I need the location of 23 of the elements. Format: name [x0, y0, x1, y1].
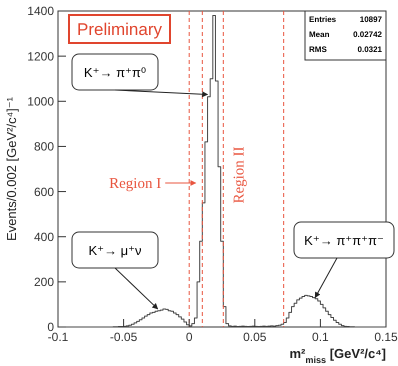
y-tick-label: 1400	[27, 4, 54, 18]
annotation: Region I	[109, 176, 162, 192]
annotation: Region II	[231, 146, 248, 204]
x-tick-label: 0.15	[374, 330, 398, 344]
annotation: K⁺→ π⁺π⁰	[84, 65, 146, 80]
y-tick-label: 400	[34, 230, 54, 244]
x-tick-label: 0.05	[243, 330, 267, 344]
y-tick-label: 800	[34, 140, 54, 154]
y-axis-title: Events/0.002 [GeV²/c⁴]⁻¹	[4, 96, 19, 241]
x-tick-label: 0	[186, 330, 193, 344]
y-tick-label: 1000	[27, 94, 54, 108]
text: RMS 0.0321	[309, 45, 382, 54]
annotation: K⁺→ μ⁺ν	[88, 243, 142, 258]
x-tick-label: 0.1	[312, 330, 330, 344]
y-tick-label: 600	[34, 184, 54, 199]
y-tick-label: 1200	[27, 49, 54, 64]
x-axis-title: m²$_{miss}$ [GeV²/c⁴]	[289, 346, 386, 365]
text: Mean 0.02742	[309, 30, 382, 39]
annotation: K⁺→ π⁺π⁺π⁻	[304, 233, 384, 248]
text: Entries 10897	[309, 15, 382, 24]
annotation: Preliminary	[76, 20, 162, 39]
y-tick-label: 200	[34, 275, 54, 290]
x-tick-label: -0.05	[110, 330, 138, 344]
